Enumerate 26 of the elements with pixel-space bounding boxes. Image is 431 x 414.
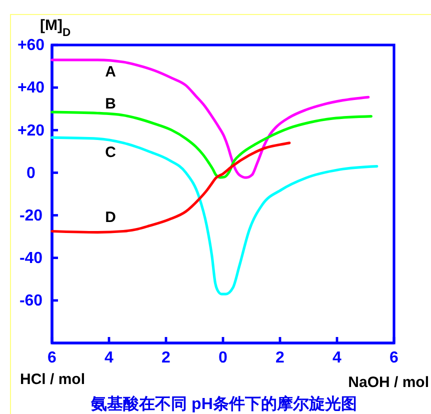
line-series xyxy=(50,110,372,179)
series-label: C xyxy=(105,144,116,162)
y-tick-label: -20 xyxy=(19,207,43,224)
series-label: B xyxy=(105,96,116,113)
series-label: D xyxy=(105,208,116,226)
y-axis-title: [M]$_{D}$ xyxy=(40,17,71,39)
text: NaOH / mol xyxy=(348,374,429,391)
series-label: A xyxy=(105,63,116,80)
x-tick-label: 2 xyxy=(162,349,171,366)
x-tick-label: 0 xyxy=(218,349,228,366)
x-tick-label: 2 xyxy=(276,349,285,366)
line-series xyxy=(50,136,378,296)
y-tick-label: +40 xyxy=(17,80,45,97)
text: 氨基酸在不同 pH条件下的摩尔旋光图 xyxy=(90,395,357,413)
y-tick-label: +20 xyxy=(17,122,45,140)
line-series xyxy=(50,142,291,234)
y-tick-label: 0 xyxy=(26,164,36,182)
y-tick-label: -40 xyxy=(19,250,43,267)
x-axis-title: HCl / mol xyxy=(20,371,86,388)
x-tick-label: 4 xyxy=(332,349,342,366)
x-tick-label: 6 xyxy=(390,349,399,366)
y-tick-label: -60 xyxy=(19,292,43,310)
x-tick-label: 4 xyxy=(104,349,114,366)
line-series xyxy=(50,58,370,179)
x-tick-label: 6 xyxy=(48,349,57,366)
y-tick-label: +60 xyxy=(17,37,45,54)
